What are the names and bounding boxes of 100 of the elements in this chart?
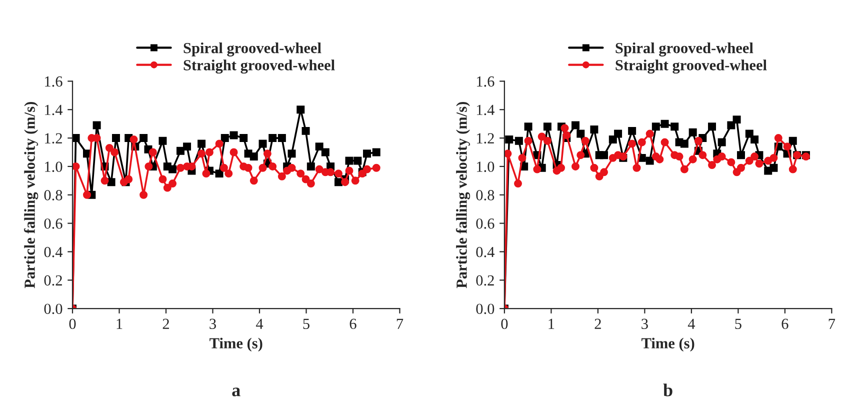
point [321, 148, 330, 156]
point [345, 166, 354, 175]
point [628, 126, 636, 135]
point [646, 156, 654, 165]
point [258, 140, 267, 148]
point [590, 126, 598, 134]
point [288, 164, 296, 172]
point [638, 138, 646, 146]
point [543, 122, 552, 131]
x-tick-label: 5 [735, 318, 742, 330]
point [198, 150, 206, 158]
point [268, 134, 277, 142]
point [205, 148, 214, 156]
point [351, 176, 360, 185]
legend-label: Spiral grooved-wheel [616, 42, 754, 56]
x-tick-label: 5 [303, 318, 310, 330]
y-tick-label: 1.2 [45, 133, 62, 144]
point [230, 148, 238, 156]
y-tick-label: 0.0 [476, 304, 494, 314]
point [176, 164, 184, 172]
point [694, 136, 702, 145]
x-tick-label: 1 [548, 318, 554, 329]
x-tick-label: 4 [688, 318, 696, 329]
point [646, 130, 654, 138]
point [736, 164, 745, 172]
point [708, 161, 716, 170]
point [224, 170, 233, 178]
point [148, 148, 157, 156]
point [250, 176, 258, 185]
point [124, 175, 133, 184]
point [302, 126, 310, 135]
y-tick-label: 1.6 [45, 76, 62, 87]
point [354, 156, 362, 165]
point [244, 164, 252, 172]
x-tick-label: 7 [396, 318, 404, 329]
point [240, 134, 248, 142]
point [296, 170, 305, 178]
point [163, 184, 172, 192]
point [774, 134, 782, 142]
point [72, 134, 80, 142]
y-tick-label: 0.6 [476, 218, 494, 229]
y-tick-label: 1.0 [45, 162, 62, 172]
x-tick-label: 4 [256, 318, 264, 329]
point [183, 142, 192, 151]
legend-label: Straight grooved-wheel [184, 60, 335, 74]
point [110, 148, 119, 156]
point [524, 122, 532, 131]
point [72, 162, 80, 170]
point [514, 136, 523, 145]
point [315, 142, 324, 151]
point [755, 160, 764, 168]
point [220, 164, 228, 172]
y-tick-label: 1.0 [476, 162, 494, 172]
point [250, 152, 258, 161]
point [652, 122, 660, 131]
point [345, 156, 354, 165]
point [518, 154, 526, 162]
point [736, 151, 745, 160]
point [278, 134, 286, 142]
point [326, 168, 335, 176]
point [562, 131, 571, 140]
x-tick-label: 2 [162, 318, 169, 329]
point [202, 170, 210, 178]
point [590, 164, 598, 172]
point [628, 140, 636, 148]
point [176, 146, 184, 155]
x-axis-title: Time (s) [210, 338, 262, 352]
point [140, 134, 148, 142]
point [363, 165, 372, 174]
point [557, 164, 565, 172]
point [92, 121, 101, 130]
point [504, 150, 512, 158]
point [600, 168, 608, 176]
y-tick-label: 1.2 [476, 133, 494, 144]
point [215, 170, 224, 178]
point [83, 190, 91, 199]
point [302, 175, 310, 184]
y-tick-label: 0.8 [44, 190, 62, 200]
x-tick-label: 0 [501, 318, 508, 330]
point [576, 130, 585, 138]
y-tick-label: 1.6 [476, 76, 494, 87]
x-tick-label: 0 [69, 318, 76, 330]
y-axis-title: Particle falling velocity (m/s) [24, 102, 38, 288]
point [130, 135, 138, 144]
point [538, 132, 546, 141]
point [600, 151, 608, 160]
point [372, 148, 380, 156]
x-tick-label: 1 [116, 318, 122, 329]
point [770, 154, 778, 162]
point [524, 136, 532, 145]
point [670, 122, 679, 131]
point [543, 136, 552, 145]
point [215, 140, 224, 148]
point [675, 152, 684, 161]
point [105, 144, 114, 152]
text: b [663, 384, 672, 396]
y-tick-label: 0.2 [476, 275, 494, 286]
point [168, 165, 177, 174]
x-axis-title: Time (s) [641, 338, 694, 352]
point [727, 158, 736, 166]
